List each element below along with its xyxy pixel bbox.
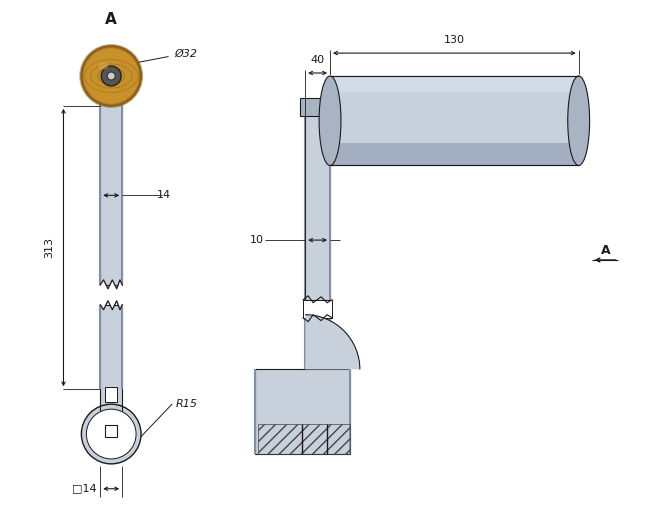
Bar — [100, 305, 122, 389]
Bar — [100, 104, 122, 285]
Text: 130: 130 — [444, 35, 465, 45]
Polygon shape — [100, 98, 122, 104]
Text: Ø32: Ø32 — [175, 49, 198, 59]
Circle shape — [81, 46, 141, 106]
Text: 40: 40 — [311, 55, 325, 65]
Bar — [305, 101, 330, 300]
Bar — [258, 424, 350, 454]
Bar — [105, 425, 117, 437]
Text: □14: □14 — [72, 484, 97, 494]
Polygon shape — [100, 280, 122, 293]
Ellipse shape — [98, 62, 108, 70]
Bar — [330, 76, 578, 92]
Bar — [100, 389, 122, 434]
Bar — [305, 318, 330, 369]
Polygon shape — [100, 297, 122, 310]
Ellipse shape — [568, 76, 590, 165]
Circle shape — [81, 404, 141, 464]
Circle shape — [101, 66, 121, 86]
Bar — [330, 76, 578, 165]
Text: R15: R15 — [176, 399, 198, 409]
Ellipse shape — [319, 76, 341, 165]
Bar — [330, 143, 578, 165]
Wedge shape — [305, 315, 360, 369]
Circle shape — [107, 72, 115, 80]
Text: 313: 313 — [44, 237, 54, 258]
Text: 14: 14 — [157, 191, 171, 200]
Circle shape — [87, 409, 136, 459]
Bar — [303, 300, 332, 318]
Bar — [256, 369, 350, 454]
Bar — [105, 387, 117, 402]
Text: 10: 10 — [250, 235, 264, 245]
Bar — [300, 98, 325, 116]
Text: A: A — [601, 244, 611, 256]
Text: A: A — [105, 12, 117, 27]
